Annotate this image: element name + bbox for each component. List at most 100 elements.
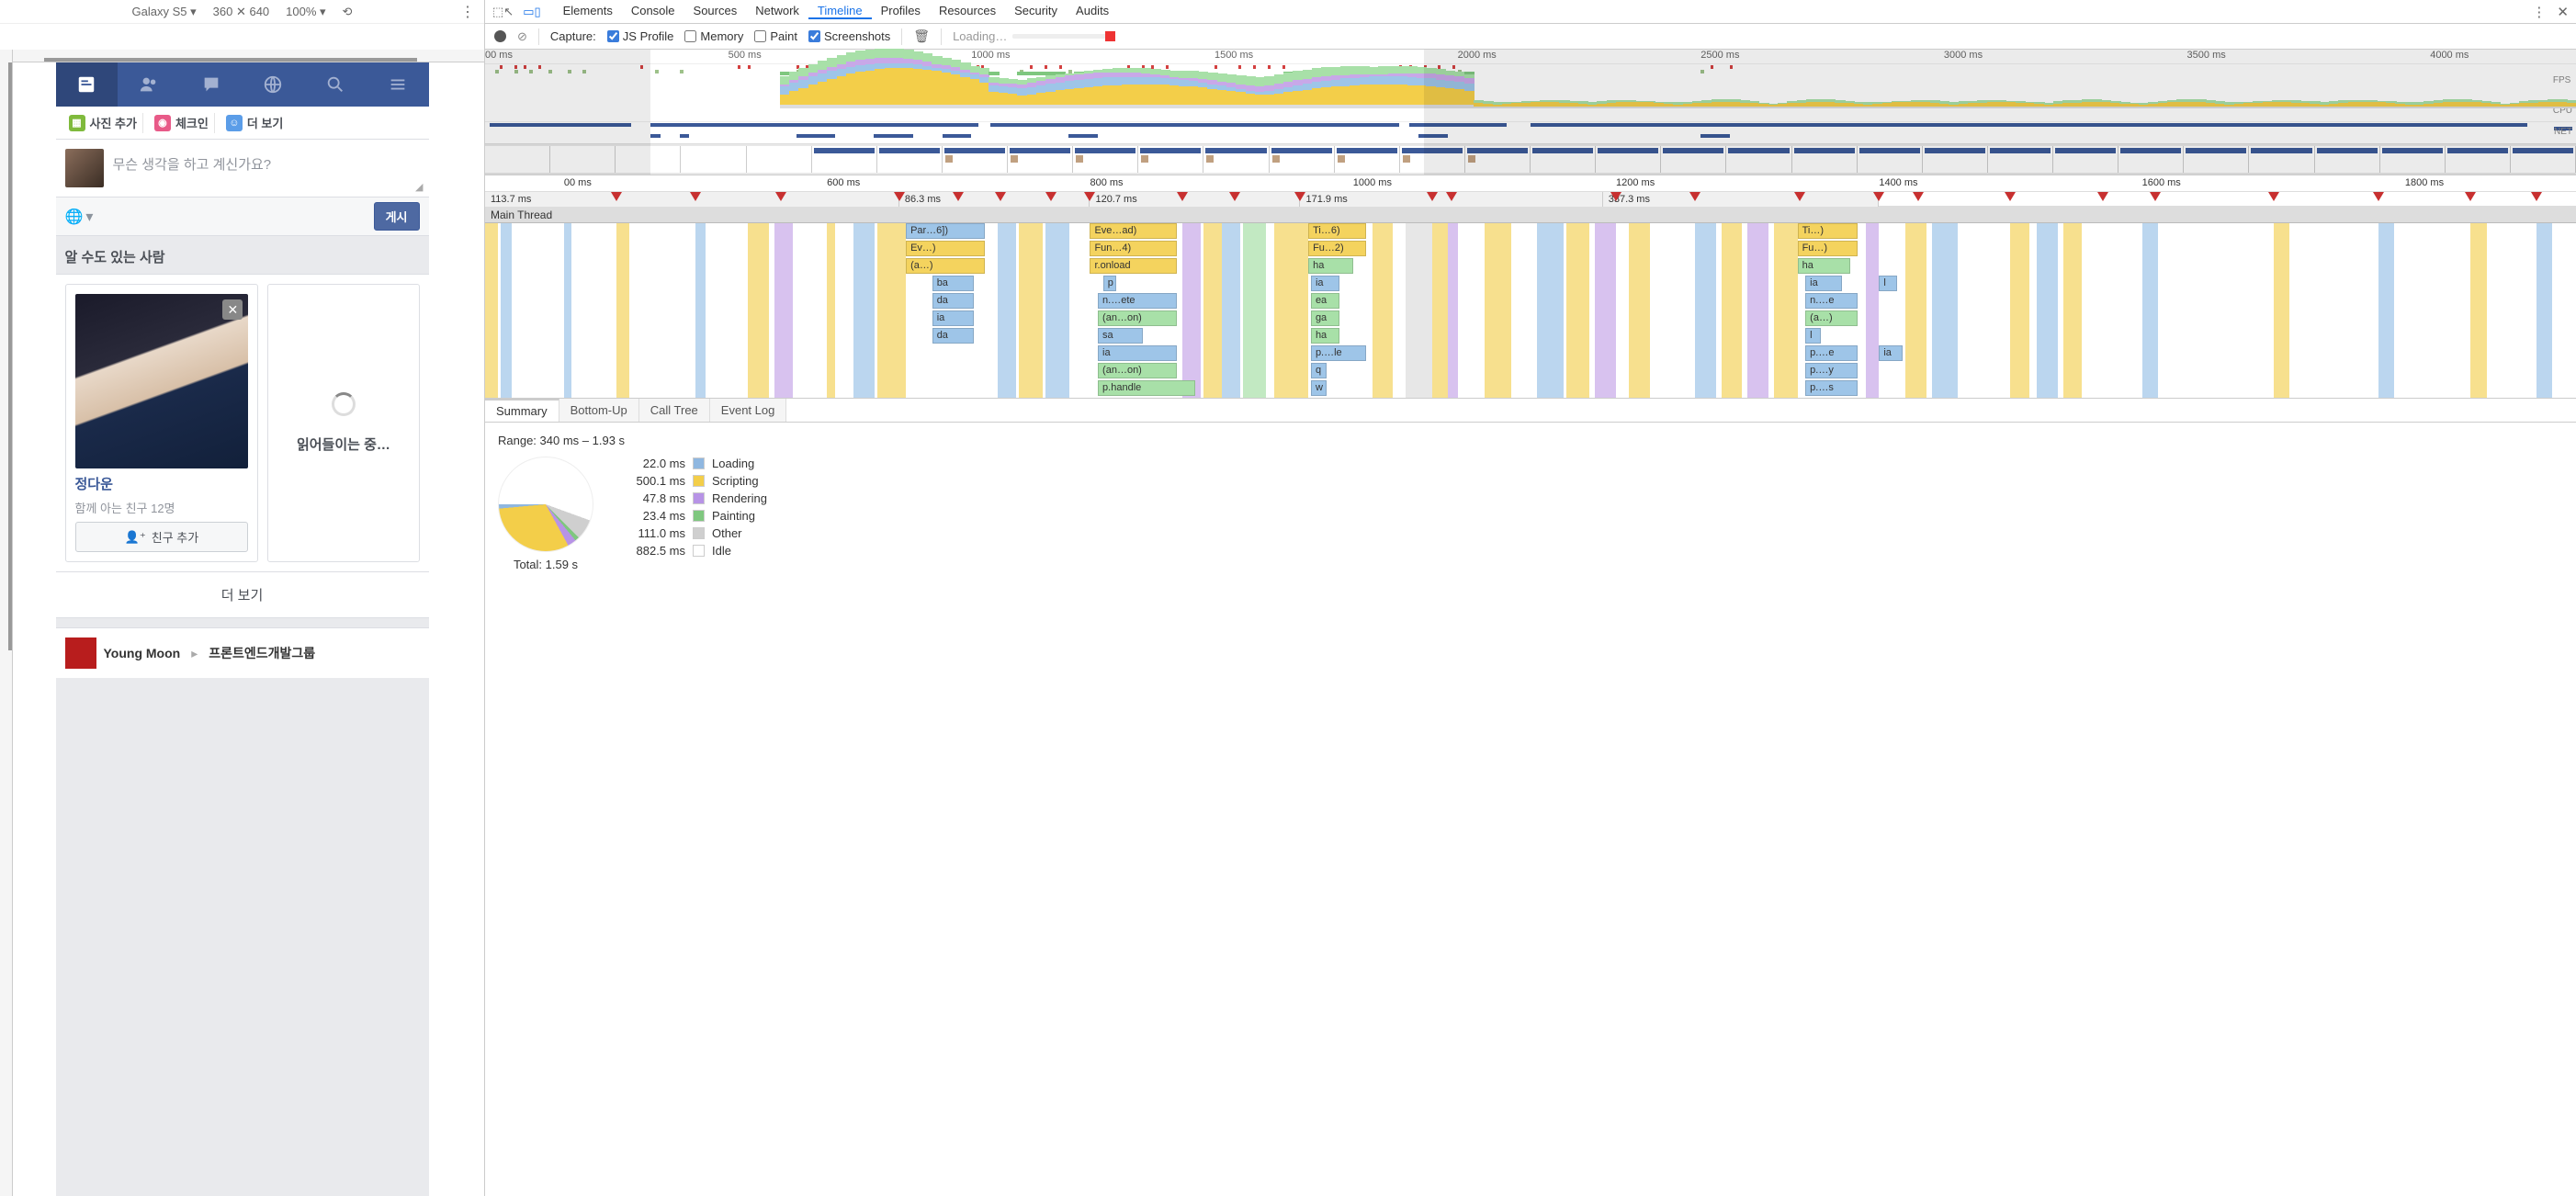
filmstrip-frame[interactable] bbox=[747, 146, 812, 173]
filmstrip-frame[interactable] bbox=[943, 146, 1008, 173]
flame-block[interactable]: sa bbox=[1098, 328, 1143, 344]
filmstrip-frame[interactable] bbox=[1203, 146, 1269, 173]
frame-timing[interactable]: 337.3 ms bbox=[1603, 192, 1880, 207]
tab-console[interactable]: Console bbox=[622, 4, 684, 17]
flame-block[interactable]: (an…on) bbox=[1098, 363, 1177, 378]
flame-block[interactable]: p.…e bbox=[1805, 345, 1858, 361]
tab-timeline[interactable]: Timeline bbox=[808, 4, 872, 19]
filmstrip-frame[interactable] bbox=[2511, 146, 2576, 173]
bottom-tab-bottom-up[interactable]: Bottom-Up bbox=[559, 399, 639, 422]
filmstrip-frame[interactable] bbox=[1073, 146, 1138, 173]
action-photo[interactable]: ▦사진 추가 bbox=[63, 113, 143, 133]
filmstrip-frame[interactable] bbox=[1400, 146, 1465, 173]
filmstrip-frame[interactable] bbox=[1531, 146, 1596, 173]
filmstrip-frame[interactable] bbox=[1923, 146, 1988, 173]
filmstrip-frame[interactable] bbox=[1858, 146, 1923, 173]
flame-block[interactable]: ha bbox=[1311, 328, 1339, 344]
flame-block[interactable]: ga bbox=[1311, 310, 1339, 326]
flame-block[interactable]: p.…y bbox=[1805, 363, 1858, 378]
flame-block[interactable]: Eve…ad) bbox=[1090, 223, 1176, 239]
flame-block[interactable]: ia bbox=[1098, 345, 1177, 361]
flame-block[interactable]: (a…) bbox=[906, 258, 985, 274]
flame-block[interactable]: ia bbox=[932, 310, 975, 326]
flame-block[interactable]: ia bbox=[1879, 345, 1903, 361]
flame-block[interactable]: r.onload bbox=[1090, 258, 1176, 274]
record-button[interactable] bbox=[494, 30, 506, 42]
filmstrip-frame[interactable] bbox=[2249, 146, 2314, 173]
trash-icon[interactable]: 🗑 bbox=[913, 28, 930, 44]
emulator-more-icon[interactable]: ⋮ bbox=[460, 3, 475, 21]
tab-profiles[interactable]: Profiles bbox=[872, 4, 930, 17]
tab-resources[interactable]: Resources bbox=[930, 4, 1005, 17]
flame-block[interactable]: l bbox=[1879, 276, 1897, 291]
filmstrip-frame[interactable] bbox=[1270, 146, 1335, 173]
filmstrip-frame[interactable] bbox=[2184, 146, 2249, 173]
main-thread-header[interactable]: Main Thread bbox=[485, 207, 2576, 223]
filmstrip-frame[interactable] bbox=[2446, 146, 2511, 173]
filmstrip-frame[interactable] bbox=[1335, 146, 1400, 173]
close-icon[interactable]: ✕ bbox=[222, 299, 243, 320]
device-selector[interactable]: Galaxy S5 ▾ bbox=[132, 5, 197, 19]
filmstrip-frame[interactable] bbox=[2315, 146, 2380, 173]
bottom-tab-summary[interactable]: Summary bbox=[485, 399, 559, 422]
clear-button[interactable]: ⊘ bbox=[517, 29, 527, 44]
flame-block[interactable]: n.…ete bbox=[1098, 293, 1177, 309]
rotate-icon[interactable]: ⟲ bbox=[343, 5, 353, 19]
filmstrip-frame[interactable] bbox=[1008, 146, 1073, 173]
filmstrip-frame[interactable] bbox=[812, 146, 877, 173]
filmstrip-frame[interactable] bbox=[1792, 146, 1858, 173]
flame-block[interactable]: (a…) bbox=[1805, 310, 1858, 326]
overview-strip[interactable]: 00 ms500 ms1000 ms1500 ms2000 ms2500 ms3… bbox=[485, 50, 2576, 175]
frame-timing[interactable]: 120.7 ms bbox=[1090, 192, 1300, 207]
flame-block[interactable]: p.…s bbox=[1805, 380, 1858, 396]
tab-elements[interactable]: Elements bbox=[554, 4, 622, 17]
devtools-more-icon[interactable]: ⋮ bbox=[2532, 4, 2546, 20]
flame-block[interactable]: da bbox=[932, 293, 975, 309]
flame-block[interactable]: w bbox=[1311, 380, 1327, 396]
flame-block[interactable]: n.…e bbox=[1805, 293, 1858, 309]
action-more[interactable]: ☺더 보기 bbox=[220, 113, 289, 133]
tab-audits[interactable]: Audits bbox=[1067, 4, 1118, 17]
flame-block[interactable]: p bbox=[1103, 276, 1116, 291]
flame-block[interactable]: l bbox=[1805, 328, 1821, 344]
filmstrip-frame[interactable] bbox=[616, 146, 681, 173]
filmstrip-frame[interactable] bbox=[1596, 146, 1661, 173]
filmstrip-frame[interactable] bbox=[1726, 146, 1791, 173]
filmstrip-frame[interactable] bbox=[877, 146, 943, 173]
filmstrip-frame[interactable] bbox=[1465, 146, 1531, 173]
composer[interactable]: 무슨 생각을 하고 계신가요? ◢ bbox=[56, 140, 429, 197]
filmstrip-frame[interactable] bbox=[2053, 146, 2118, 173]
flame-block[interactable]: ha bbox=[1798, 258, 1850, 274]
device-mode-icon[interactable]: ▭▯ bbox=[523, 5, 540, 19]
flame-block[interactable]: Ti…6) bbox=[1308, 223, 1366, 239]
flame-block[interactable]: Fun…4) bbox=[1090, 241, 1176, 256]
tab-sources[interactable]: Sources bbox=[684, 4, 747, 17]
tab-network[interactable]: Network bbox=[746, 4, 808, 17]
flame-block[interactable]: ia bbox=[1311, 276, 1339, 291]
stop-icon[interactable] bbox=[1105, 31, 1115, 41]
zoom-selector[interactable]: 100% ▾ bbox=[286, 5, 325, 19]
filmstrip-frame[interactable] bbox=[550, 146, 616, 173]
see-more-button[interactable]: 더 보기 bbox=[56, 572, 429, 618]
flame-block[interactable]: (an…on) bbox=[1098, 310, 1177, 326]
flame-block[interactable]: da bbox=[932, 328, 975, 344]
flame-block[interactable]: Fu…2) bbox=[1308, 241, 1366, 256]
bottom-tab-call-tree[interactable]: Call Tree bbox=[639, 399, 710, 422]
flame-block[interactable]: ia bbox=[1805, 276, 1842, 291]
filmstrip-frame[interactable] bbox=[1661, 146, 1726, 173]
flame-block[interactable]: ea bbox=[1311, 293, 1339, 309]
nav-friends[interactable] bbox=[118, 62, 180, 107]
flame-block[interactable]: Ev…) bbox=[906, 241, 985, 256]
nav-menu[interactable] bbox=[367, 62, 429, 107]
post-button[interactable]: 게시 bbox=[374, 202, 420, 231]
nav-search[interactable] bbox=[304, 62, 367, 107]
flame-block[interactable]: p.handle bbox=[1098, 380, 1195, 396]
action-checkin[interactable]: ◉체크인 bbox=[149, 113, 215, 133]
filmstrip-frame[interactable] bbox=[485, 146, 550, 173]
privacy-selector[interactable]: 🌐▾ bbox=[65, 208, 94, 226]
capture-screenshots-checkbox[interactable]: Screenshots bbox=[808, 29, 890, 43]
add-friend-button[interactable]: 👤⁺친구 추가 bbox=[75, 522, 249, 552]
flame-block[interactable]: Fu…) bbox=[1798, 241, 1859, 256]
filmstrip-frame[interactable] bbox=[1138, 146, 1203, 173]
capture-paint-checkbox[interactable]: Paint bbox=[754, 29, 797, 43]
